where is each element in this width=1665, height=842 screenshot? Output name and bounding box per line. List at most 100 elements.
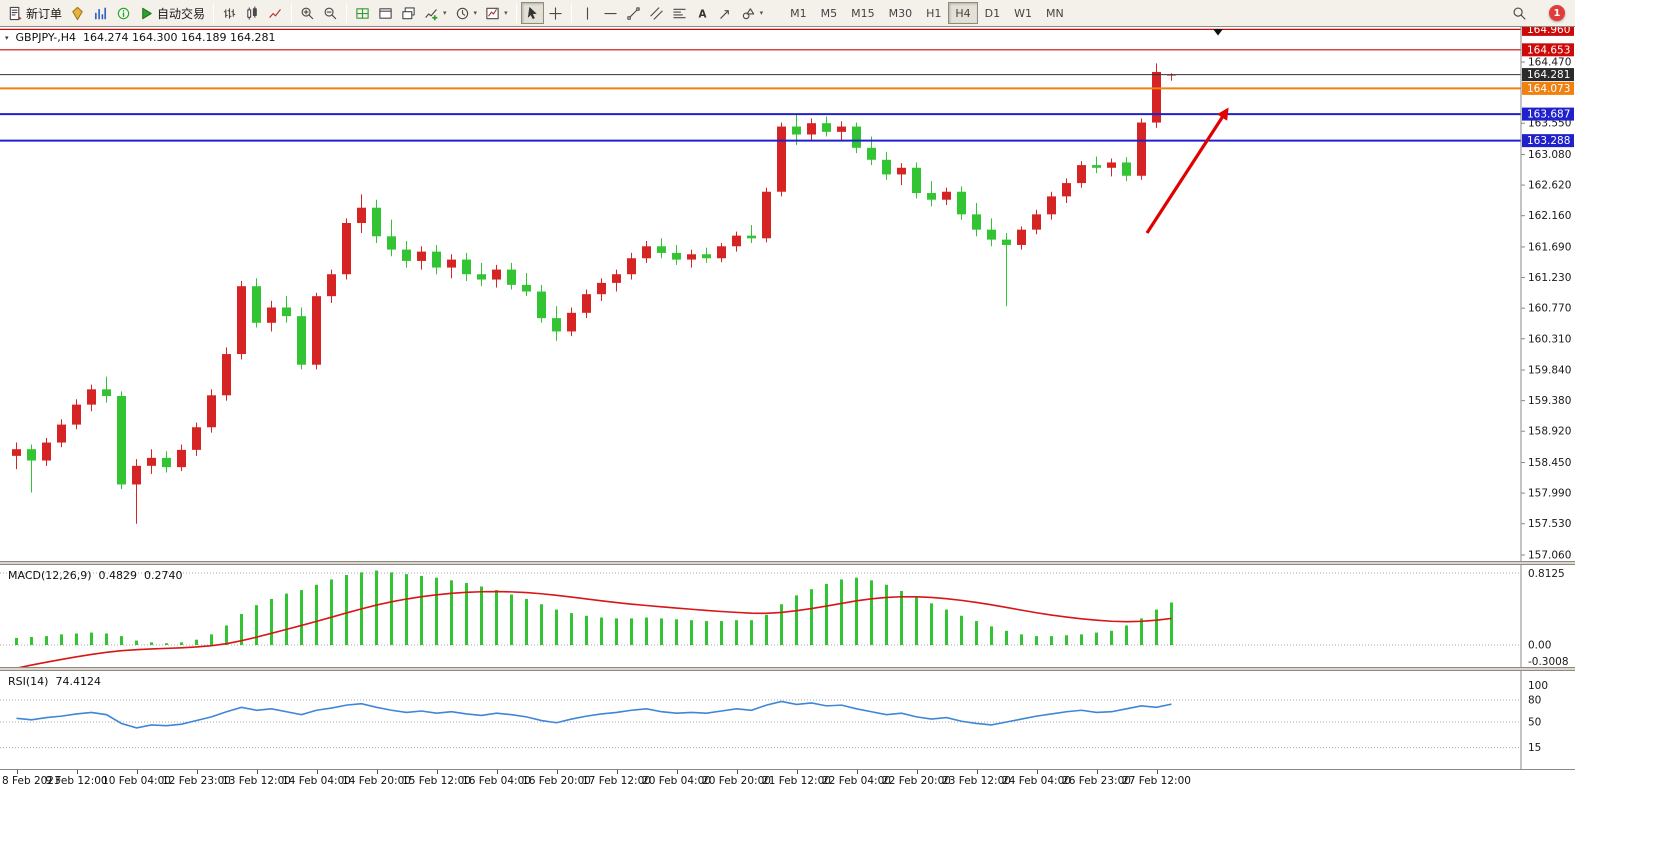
time-axis-label: 27 Feb 12:00 bbox=[1122, 775, 1191, 787]
panel-splitter[interactable] bbox=[0, 667, 1575, 671]
rsi-panel[interactable]: 100 80 50 15 bbox=[0, 671, 1575, 769]
price-tick-label: 162.160 bbox=[1528, 210, 1571, 222]
candle-body bbox=[312, 296, 321, 365]
timeframe-mn-button[interactable]: MN bbox=[1039, 2, 1071, 24]
dropdown-caret-icon: ▾ bbox=[504, 9, 508, 17]
time-axis-label: 21 Feb 12:00 bbox=[762, 775, 831, 787]
zoom-out-button[interactable] bbox=[319, 2, 342, 24]
text-tool-icon: A bbox=[698, 8, 706, 20]
trendline-icon bbox=[626, 6, 640, 20]
time-axis-label: 22 Feb 04:00 bbox=[822, 775, 891, 787]
market-watch-icon bbox=[94, 7, 107, 19]
time-tick bbox=[16, 770, 18, 774]
candle-body bbox=[12, 449, 21, 456]
price-tick-label: 163.550 bbox=[1528, 118, 1571, 130]
candle-body bbox=[147, 457, 156, 466]
trendline-button[interactable] bbox=[622, 2, 645, 24]
svg-text:164.653: 164.653 bbox=[1527, 44, 1570, 56]
candle-body bbox=[252, 286, 261, 323]
timeframe-m5-button[interactable]: M5 bbox=[814, 2, 845, 24]
timeframe-d1-button[interactable]: D1 bbox=[978, 2, 1007, 24]
templates-button[interactable]: ▾ bbox=[481, 2, 512, 24]
candles-layer[interactable] bbox=[12, 63, 1176, 524]
data-window-icon bbox=[117, 7, 130, 19]
price-tick-label: 161.690 bbox=[1528, 241, 1571, 253]
horizontal-line-button[interactable] bbox=[599, 2, 622, 24]
crosshair-icon bbox=[548, 6, 562, 20]
toolbar-separator bbox=[515, 3, 517, 23]
candle-body bbox=[687, 254, 696, 260]
shapes-button[interactable]: ▾ bbox=[737, 2, 768, 24]
time-tick bbox=[256, 770, 258, 774]
candle-body bbox=[972, 214, 981, 230]
line-chart-button[interactable] bbox=[264, 2, 287, 24]
market-watch-button[interactable] bbox=[89, 2, 112, 24]
candle-body bbox=[237, 286, 246, 355]
price-tick-label: 160.310 bbox=[1528, 333, 1571, 345]
vertical-line-button[interactable] bbox=[576, 2, 599, 24]
candle-body bbox=[807, 123, 816, 135]
fibonacci-button[interactable] bbox=[668, 2, 691, 24]
price-chart-panel[interactable]: 164.470 163.550 163.080 162.620 162.160 161.6… bbox=[0, 27, 1575, 561]
toolbar-separator bbox=[291, 3, 293, 23]
candle-body bbox=[117, 395, 126, 485]
timeframe-m1-button[interactable]: M1 bbox=[783, 2, 814, 24]
time-axis[interactable]: 8 Feb 2023 9 Feb 12:00 10 Feb 04:00 12 Feb … bbox=[0, 769, 1575, 792]
time-axis-label: 10 Feb 04:00 bbox=[102, 775, 171, 787]
candle-body bbox=[792, 126, 801, 135]
candlestick-chart-button[interactable] bbox=[241, 2, 264, 24]
time-axis-label: 16 Feb 04:00 bbox=[462, 775, 531, 787]
price-tick-label: 161.230 bbox=[1528, 272, 1571, 284]
periods-button[interactable]: ▾ bbox=[451, 2, 482, 24]
timeframe-h4-button[interactable]: H4 bbox=[948, 2, 978, 24]
crosshair-button[interactable] bbox=[544, 2, 567, 24]
metaeditor-button[interactable] bbox=[66, 2, 89, 24]
macd-panel[interactable]: 0.8125 0.00 -0.3008 bbox=[0, 565, 1575, 667]
timeframe-m30-button[interactable]: M30 bbox=[882, 2, 920, 24]
new-chart-window-button[interactable] bbox=[374, 2, 397, 24]
cascade-windows-button[interactable] bbox=[397, 2, 420, 24]
candle-body bbox=[462, 259, 471, 275]
tile-windows-button[interactable] bbox=[351, 2, 374, 24]
toolbar: 新订单 自动交易 ▾ ▾ ▾ A ▾ M1 M5 M15 M30 H1 H4 D… bbox=[0, 0, 1575, 27]
price-tick-label: 163.080 bbox=[1528, 149, 1571, 161]
zoom-in-button[interactable] bbox=[296, 2, 319, 24]
timeframe-w1-button[interactable]: W1 bbox=[1007, 2, 1039, 24]
time-tick bbox=[916, 770, 918, 774]
time-axis-label: 26 Feb 23:00 bbox=[1062, 775, 1131, 787]
autotrading-icon bbox=[142, 7, 152, 19]
time-tick bbox=[316, 770, 318, 774]
data-window-button[interactable] bbox=[112, 2, 135, 24]
shapes-icon bbox=[742, 7, 754, 19]
auto-trading-button[interactable]: 自动交易 bbox=[135, 2, 209, 24]
notification-badge[interactable]: 1 bbox=[1549, 5, 1565, 21]
channel-button[interactable] bbox=[645, 2, 668, 24]
price-axis[interactable] bbox=[1521, 27, 1575, 561]
search-button[interactable] bbox=[1508, 2, 1531, 24]
fibonacci-icon bbox=[672, 8, 686, 18]
candle-body bbox=[447, 259, 456, 268]
trend-arrow-object[interactable] bbox=[1145, 107, 1229, 234]
text-button[interactable]: A bbox=[691, 2, 714, 24]
triangle-marker-object[interactable] bbox=[1213, 29, 1223, 36]
timeframe-h1-button[interactable]: H1 bbox=[919, 2, 948, 24]
macd-histogram bbox=[15, 570, 1173, 645]
time-axis-label: 12 Feb 23:00 bbox=[162, 775, 231, 787]
svg-text:A: A bbox=[698, 8, 706, 20]
time-tick bbox=[376, 770, 378, 774]
arrow-label-button[interactable] bbox=[714, 2, 737, 24]
new-order-button[interactable]: 新订单 bbox=[4, 2, 66, 24]
candle-body bbox=[762, 191, 771, 239]
rsi-axis-label: 50 bbox=[1528, 716, 1541, 728]
price-tag: 163.288 bbox=[1522, 134, 1574, 148]
vertical-line-icon bbox=[586, 6, 588, 20]
candle-body bbox=[522, 284, 531, 292]
price-tick-label: 162.620 bbox=[1528, 180, 1571, 192]
timeframe-m15-button[interactable]: M15 bbox=[844, 2, 882, 24]
new-order-icon bbox=[9, 6, 22, 20]
panel-splitter[interactable] bbox=[0, 561, 1575, 565]
candle-body bbox=[897, 167, 906, 175]
indicators-button[interactable]: ▾ bbox=[420, 2, 451, 24]
bar-chart-button[interactable] bbox=[218, 2, 241, 24]
cursor-button[interactable] bbox=[520, 2, 544, 24]
